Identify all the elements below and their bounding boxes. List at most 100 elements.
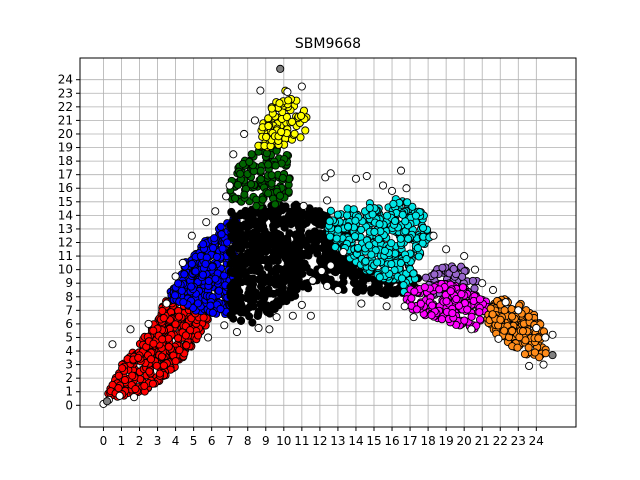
data-point <box>308 276 317 285</box>
data-point <box>467 325 476 334</box>
data-point <box>402 184 411 193</box>
data-point <box>226 221 235 230</box>
data-point <box>410 287 419 296</box>
data-point <box>266 302 275 312</box>
data-point <box>349 266 358 275</box>
data-point <box>389 199 398 208</box>
data-point <box>256 232 265 241</box>
data-point <box>149 326 158 335</box>
data-point <box>296 230 305 239</box>
data-point <box>330 267 339 276</box>
data-point <box>265 325 274 334</box>
data-point <box>236 209 245 218</box>
data-point <box>411 211 420 220</box>
y-tick-label: 9 <box>65 276 73 290</box>
data-point <box>404 234 413 243</box>
data-point <box>158 335 167 344</box>
data-point <box>296 133 305 142</box>
data-point <box>229 305 239 314</box>
data-point <box>211 207 220 216</box>
data-point <box>245 157 254 166</box>
data-point <box>501 298 510 307</box>
data-point <box>217 230 226 239</box>
y-tick-label: 2 <box>65 371 73 385</box>
data-point <box>254 309 263 318</box>
data-point <box>208 308 217 317</box>
data-point <box>240 129 249 139</box>
y-tick-label: 24 <box>58 73 73 87</box>
data-point <box>223 238 232 247</box>
data-point <box>191 267 200 276</box>
data-point <box>254 323 263 333</box>
data-point <box>208 262 217 271</box>
data-point <box>448 309 457 318</box>
data-point <box>286 219 296 228</box>
data-point <box>514 306 523 315</box>
data-point <box>209 243 218 253</box>
data-point <box>323 196 332 205</box>
data-point <box>548 351 557 360</box>
data-point <box>361 257 370 266</box>
data-point <box>507 305 516 314</box>
y-tick-label: 8 <box>65 290 73 304</box>
data-point <box>145 367 154 376</box>
data-point <box>233 180 242 189</box>
data-point <box>249 228 258 237</box>
data-point <box>158 306 167 315</box>
x-tick-label: 18 <box>420 434 435 448</box>
data-point <box>272 313 281 322</box>
x-tick-label: 17 <box>402 434 417 448</box>
data-point <box>284 187 293 196</box>
data-point <box>548 330 557 339</box>
y-tick-label: 23 <box>58 86 73 100</box>
data-point <box>152 361 161 370</box>
data-point <box>229 150 238 159</box>
data-point <box>467 312 476 321</box>
data-point <box>520 350 529 359</box>
data-point <box>428 301 437 310</box>
data-point <box>367 250 376 259</box>
data-point <box>321 273 331 282</box>
data-point <box>288 117 297 126</box>
data-point <box>162 299 171 308</box>
data-point <box>457 290 466 299</box>
data-point <box>250 239 259 248</box>
data-point <box>273 239 282 248</box>
data-point <box>299 201 308 210</box>
y-tick-label: 0 <box>65 398 73 412</box>
data-point <box>381 265 390 274</box>
data-point <box>437 315 447 324</box>
data-point <box>231 213 240 222</box>
data-point <box>236 169 245 178</box>
data-point <box>157 352 166 361</box>
data-point <box>211 274 220 283</box>
data-point <box>222 192 231 201</box>
y-tick-label: 11 <box>58 249 73 263</box>
data-point <box>494 334 503 343</box>
data-point <box>212 252 221 261</box>
data-point <box>164 342 173 351</box>
data-point <box>387 239 396 248</box>
y-tick-label: 21 <box>58 113 73 127</box>
data-point <box>282 250 291 259</box>
data-point <box>247 150 256 159</box>
data-point <box>400 302 409 311</box>
x-tick-label: 13 <box>330 434 345 448</box>
data-point <box>390 216 400 226</box>
data-point <box>398 210 407 219</box>
data-point <box>344 222 353 231</box>
data-point <box>408 202 417 211</box>
data-point <box>374 235 383 244</box>
data-point <box>220 321 229 330</box>
data-point <box>297 280 306 289</box>
data-point <box>134 353 143 362</box>
data-point <box>256 86 265 95</box>
data-point <box>267 104 276 113</box>
data-point <box>403 198 412 207</box>
data-point <box>460 252 469 261</box>
data-point <box>289 264 298 273</box>
data-point <box>248 318 257 327</box>
data-point <box>290 208 299 217</box>
data-point <box>373 258 382 267</box>
